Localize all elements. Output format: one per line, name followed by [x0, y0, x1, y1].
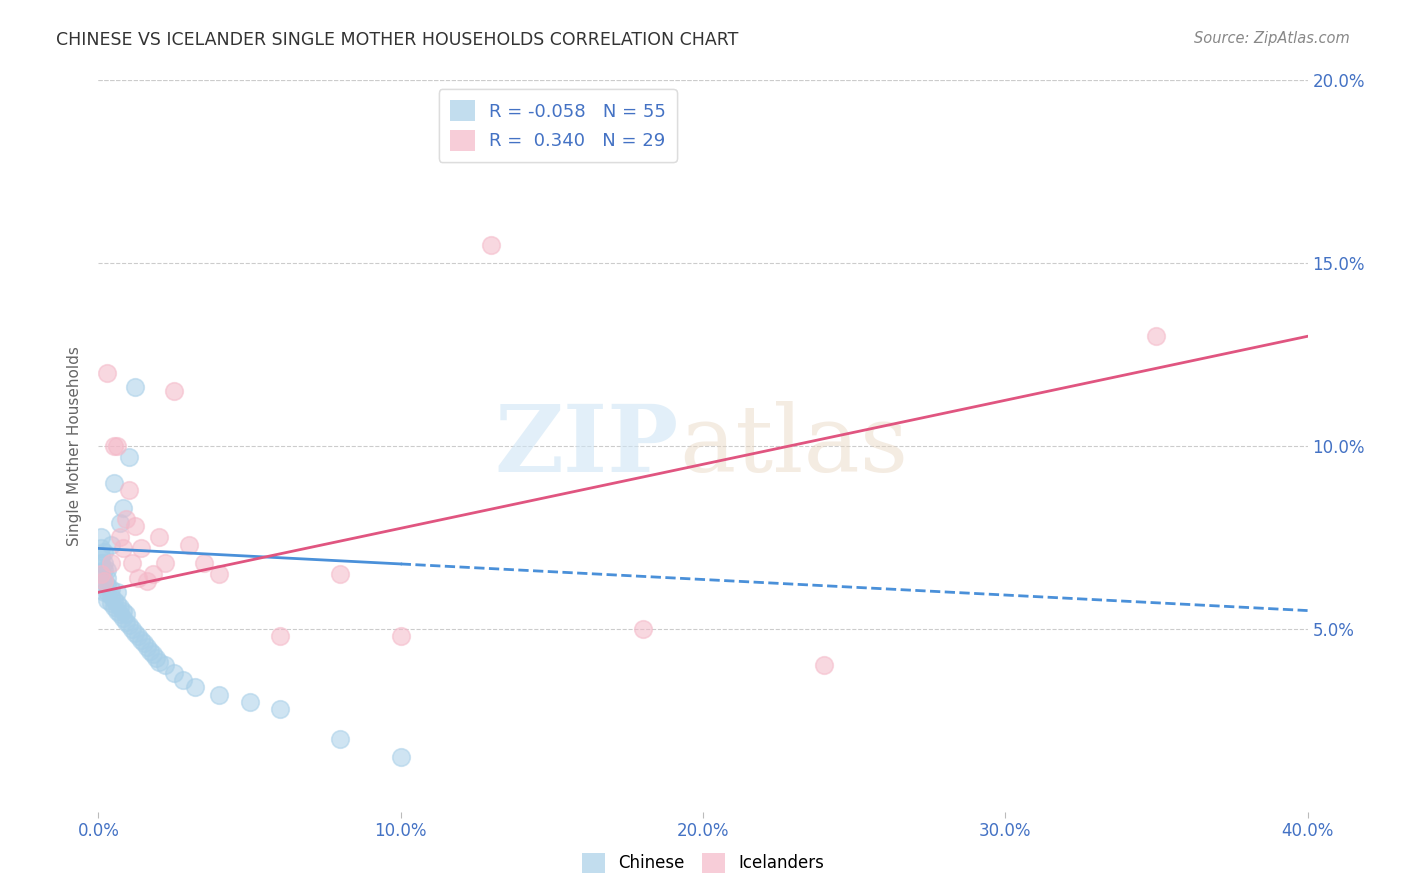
Point	[114, 512, 136, 526]
Point	[163, 384, 186, 398]
Point	[813, 658, 835, 673]
Point	[135, 574, 157, 589]
Point	[269, 702, 291, 716]
Point	[172, 673, 194, 687]
Point	[96, 578, 118, 592]
Point	[121, 556, 143, 570]
Point	[389, 629, 412, 643]
Text: atlas: atlas	[679, 401, 908, 491]
Point	[108, 516, 131, 530]
Point	[111, 611, 134, 625]
Point	[129, 541, 152, 556]
Point	[93, 556, 115, 570]
Point	[100, 589, 122, 603]
Point	[145, 651, 167, 665]
Point	[103, 439, 125, 453]
Point	[93, 545, 115, 559]
Point	[269, 629, 291, 643]
Point	[90, 567, 112, 582]
Point	[239, 695, 262, 709]
Point	[93, 574, 115, 589]
Point	[118, 618, 141, 632]
Point	[96, 366, 118, 380]
Point	[142, 648, 165, 662]
Point	[108, 599, 131, 614]
Point	[124, 380, 146, 394]
Point	[208, 688, 231, 702]
Text: Source: ZipAtlas.com: Source: ZipAtlas.com	[1194, 31, 1350, 46]
Point	[124, 519, 146, 533]
Point	[1144, 329, 1167, 343]
Point	[329, 567, 352, 582]
Point	[111, 603, 134, 617]
Point	[100, 538, 122, 552]
Point	[90, 549, 112, 563]
Point	[100, 596, 122, 610]
Point	[132, 636, 155, 650]
Point	[179, 538, 201, 552]
Point	[96, 563, 118, 577]
Point	[184, 681, 207, 695]
Point	[105, 585, 128, 599]
Point	[96, 592, 118, 607]
Point	[100, 582, 122, 596]
Point	[105, 596, 128, 610]
Point	[118, 450, 141, 464]
Point	[127, 629, 149, 643]
Point	[108, 530, 131, 544]
Point	[93, 563, 115, 577]
Point	[631, 622, 654, 636]
Point	[93, 585, 115, 599]
Point	[103, 475, 125, 490]
Point	[111, 501, 134, 516]
Point	[111, 541, 134, 556]
Point	[153, 658, 176, 673]
Point	[129, 632, 152, 647]
Point	[105, 439, 128, 453]
Point	[93, 574, 115, 589]
Point	[114, 607, 136, 622]
Point	[105, 603, 128, 617]
Point	[90, 556, 112, 570]
Text: ZIP: ZIP	[495, 401, 679, 491]
Point	[100, 556, 122, 570]
Point	[139, 644, 162, 658]
Point	[108, 607, 131, 622]
Point	[90, 541, 112, 556]
Point	[142, 567, 165, 582]
Point	[135, 640, 157, 655]
Point	[121, 622, 143, 636]
Point	[90, 530, 112, 544]
Point	[208, 567, 231, 582]
Point	[389, 749, 412, 764]
Point	[103, 599, 125, 614]
Point	[163, 665, 186, 680]
Legend: R = -0.058   N = 55, R =  0.340   N = 29: R = -0.058 N = 55, R = 0.340 N = 29	[439, 89, 678, 161]
Y-axis label: Single Mother Households: Single Mother Households	[67, 346, 83, 546]
Text: CHINESE VS ICELANDER SINGLE MOTHER HOUSEHOLDS CORRELATION CHART: CHINESE VS ICELANDER SINGLE MOTHER HOUSE…	[56, 31, 738, 49]
Point	[127, 571, 149, 585]
Point	[96, 585, 118, 599]
Point	[103, 592, 125, 607]
Point	[114, 615, 136, 629]
Point	[124, 625, 146, 640]
Point	[153, 556, 176, 570]
Point	[96, 571, 118, 585]
Point	[148, 530, 170, 544]
Point	[90, 567, 112, 582]
Legend: Chinese, Icelanders: Chinese, Icelanders	[575, 847, 831, 880]
Point	[193, 556, 215, 570]
Point	[118, 483, 141, 497]
Point	[481, 238, 503, 252]
Point	[148, 655, 170, 669]
Point	[329, 731, 352, 746]
